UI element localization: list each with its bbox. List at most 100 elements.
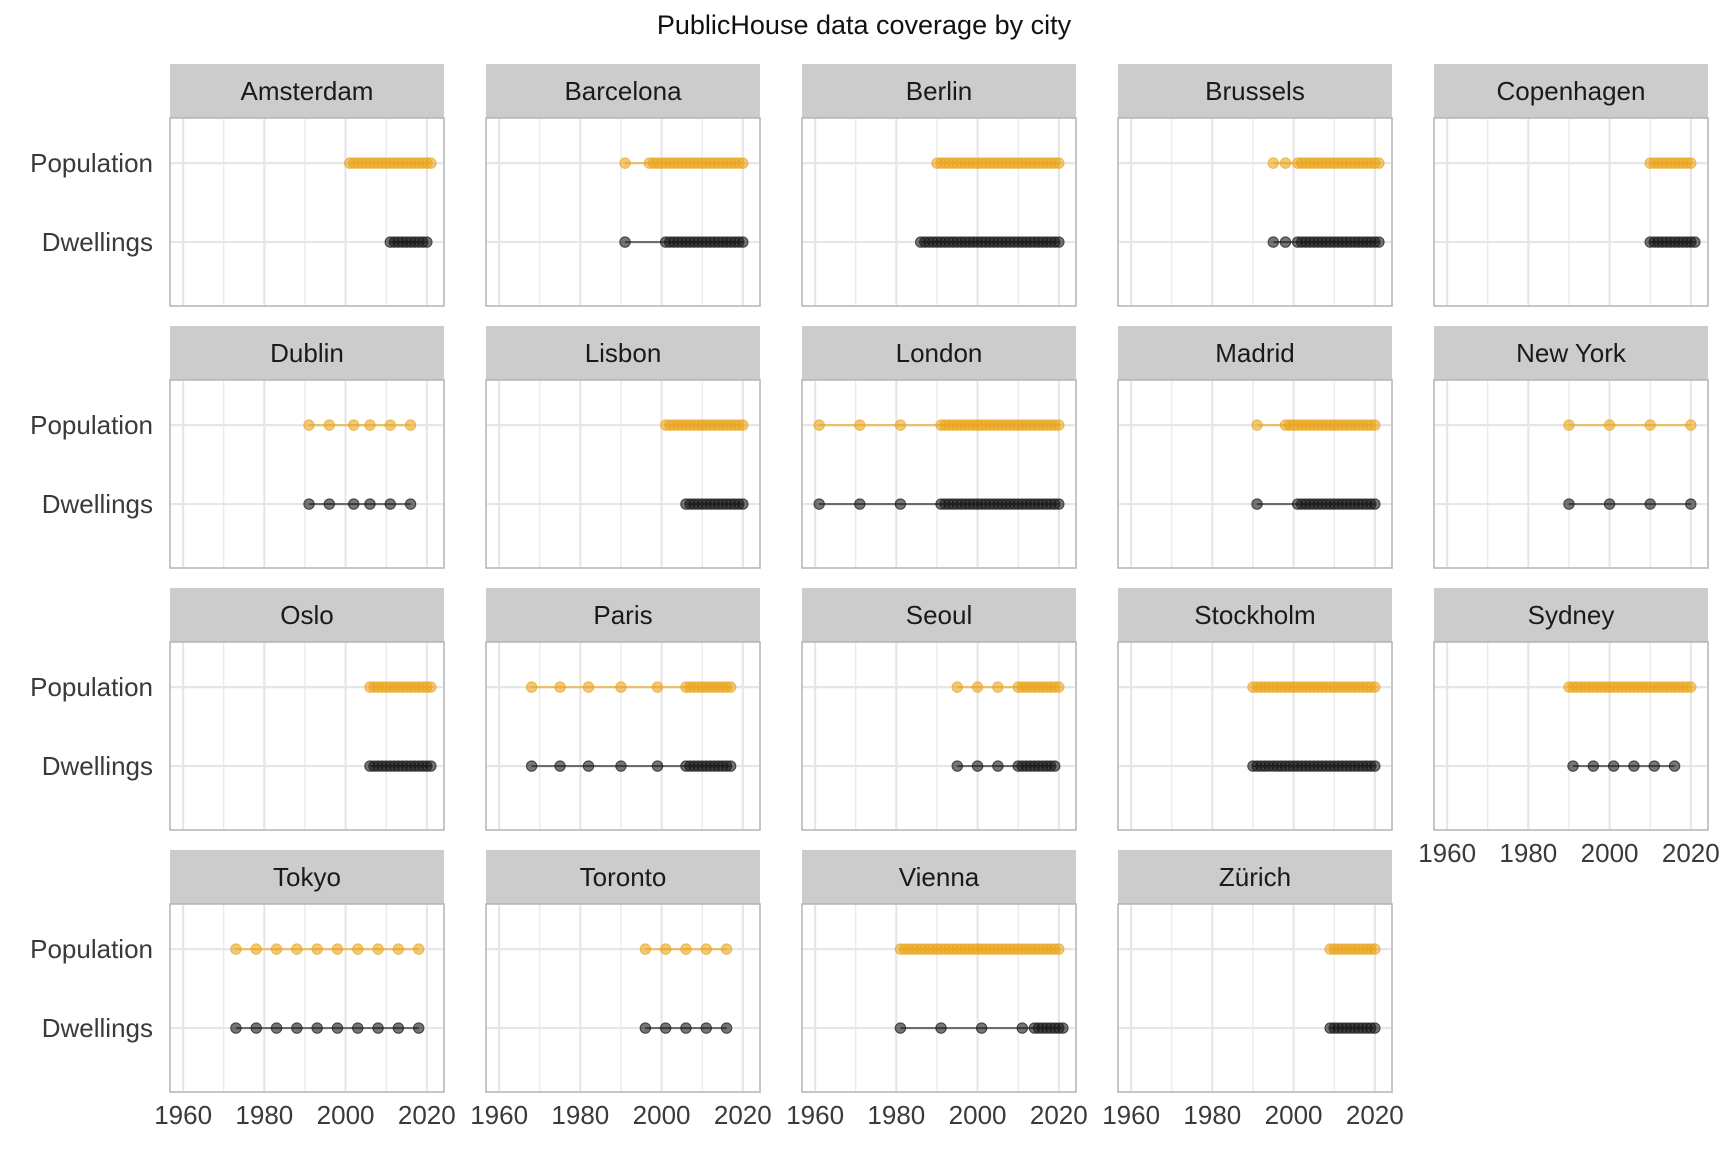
panel-city-label: Stockholm bbox=[1194, 600, 1315, 630]
population-point bbox=[639, 943, 652, 955]
population-point bbox=[372, 943, 384, 955]
dwellings-point bbox=[331, 1022, 344, 1034]
chart-title: PublicHouse data coverage by city bbox=[656, 10, 1072, 40]
dwellings-point bbox=[384, 498, 396, 510]
dwellings-point bbox=[392, 1022, 405, 1034]
dwellings-point bbox=[894, 498, 907, 510]
panel-plot-area bbox=[169, 641, 445, 831]
panel-madrid: Madrid bbox=[1117, 326, 1393, 569]
population-point bbox=[651, 681, 664, 693]
dwellings-point bbox=[1369, 498, 1381, 510]
panel-brussels: Brussels bbox=[1117, 64, 1393, 307]
panel-dublin: Dublin Population Dwellings bbox=[30, 326, 445, 569]
dwellings-point bbox=[525, 760, 538, 772]
dwellings-point bbox=[1369, 760, 1381, 772]
dwellings-point bbox=[651, 760, 664, 772]
dwellings-point bbox=[323, 498, 336, 510]
panel-plot-area bbox=[1433, 117, 1709, 307]
population-point bbox=[425, 157, 437, 169]
dwellings-point bbox=[1016, 1022, 1028, 1034]
panel-city-label: Oslo bbox=[280, 600, 333, 630]
dwellings-point bbox=[813, 498, 825, 510]
panel-seoul: Seoul bbox=[801, 588, 1077, 831]
dwellings-point bbox=[1685, 498, 1697, 510]
population-point bbox=[1373, 157, 1385, 169]
panel-plot-area bbox=[1117, 379, 1393, 569]
population-point bbox=[1251, 419, 1263, 431]
dwellings-point bbox=[1567, 760, 1579, 772]
dwellings-point bbox=[1053, 236, 1065, 248]
panel-city-label: Berlin bbox=[906, 76, 972, 106]
population-point bbox=[331, 943, 344, 955]
population-point bbox=[230, 943, 242, 955]
x-tick-label: 1980 bbox=[1499, 838, 1557, 868]
dwellings-point bbox=[1049, 760, 1061, 772]
panel-plot-area bbox=[801, 117, 1077, 307]
dwellings-point bbox=[1279, 236, 1292, 248]
dwellings-point bbox=[1369, 1022, 1381, 1034]
panel-city-label: Copenhagen bbox=[1497, 76, 1646, 106]
x-tick-label: 1980 bbox=[551, 1100, 609, 1130]
panel-city-label: Amsterdam bbox=[241, 76, 374, 106]
dwellings-point bbox=[250, 1022, 262, 1034]
panel-plot-area bbox=[169, 379, 445, 569]
panel-strip bbox=[802, 850, 1076, 904]
panel-toronto: Toronto 1960 1980 2000 2020 bbox=[470, 850, 772, 1130]
dwellings-point bbox=[1373, 236, 1385, 248]
population-point bbox=[813, 419, 825, 431]
panel-strip bbox=[170, 326, 444, 380]
population-point bbox=[1369, 943, 1381, 955]
y-tick-label-dwellings: Dwellings bbox=[42, 489, 153, 519]
population-point bbox=[311, 943, 323, 955]
population-point bbox=[724, 681, 737, 693]
population-point bbox=[720, 943, 733, 955]
dwellings-point bbox=[412, 1022, 425, 1034]
dwellings-point bbox=[1607, 760, 1620, 772]
dwellings-point bbox=[724, 760, 737, 772]
panel-strip bbox=[1434, 64, 1708, 118]
panel-strip bbox=[1118, 850, 1392, 904]
panel-city-label: Toronto bbox=[580, 862, 667, 892]
panel-city-label: Brussels bbox=[1205, 76, 1305, 106]
dwellings-point bbox=[582, 760, 595, 772]
population-point bbox=[1603, 419, 1616, 431]
panel-strip bbox=[170, 850, 444, 904]
population-point bbox=[1053, 681, 1065, 693]
panel-city-label: Paris bbox=[593, 600, 652, 630]
panel-city-label: Sydney bbox=[1528, 600, 1615, 630]
panel-strip bbox=[1118, 326, 1392, 380]
y-tick-label-dwellings: Dwellings bbox=[42, 1013, 153, 1043]
dwellings-point bbox=[951, 760, 963, 772]
panel-city-label: Zürich bbox=[1219, 862, 1291, 892]
population-point bbox=[992, 681, 1004, 693]
x-tick-label: 1960 bbox=[1102, 1100, 1160, 1130]
dwellings-point bbox=[992, 760, 1004, 772]
panel-plot-area bbox=[801, 379, 1077, 569]
x-tick-label: 2020 bbox=[398, 1100, 456, 1130]
panel-plot-area bbox=[485, 117, 761, 307]
dwellings-point bbox=[1628, 760, 1640, 772]
dwellings-point bbox=[1251, 498, 1263, 510]
panel-plot-area bbox=[169, 903, 445, 1093]
panel-strip bbox=[1118, 588, 1392, 642]
panel-city-label: London bbox=[896, 338, 983, 368]
dwellings-point bbox=[737, 498, 749, 510]
panel-city-label: Seoul bbox=[906, 600, 973, 630]
panel-copenhagen: Copenhagen bbox=[1433, 64, 1709, 307]
panel-city-label: Madrid bbox=[1215, 338, 1294, 368]
x-tick-label: 1960 bbox=[470, 1100, 528, 1130]
dwellings-point bbox=[1053, 498, 1065, 510]
x-tick-label: 2000 bbox=[1581, 838, 1639, 868]
dwellings-point bbox=[230, 1022, 242, 1034]
x-tick-label: 2020 bbox=[1030, 1100, 1088, 1130]
x-tick-label: 2000 bbox=[1265, 1100, 1323, 1130]
panel-plot-area bbox=[1117, 903, 1393, 1093]
panel-plot-area bbox=[485, 903, 761, 1093]
panel-city-label: Vienna bbox=[899, 862, 980, 892]
population-point bbox=[404, 419, 417, 431]
population-point bbox=[615, 681, 627, 693]
x-tick-label: 1960 bbox=[1418, 838, 1476, 868]
dwellings-point bbox=[619, 236, 631, 248]
panel-city-label: Barcelona bbox=[564, 76, 682, 106]
population-point bbox=[894, 419, 907, 431]
